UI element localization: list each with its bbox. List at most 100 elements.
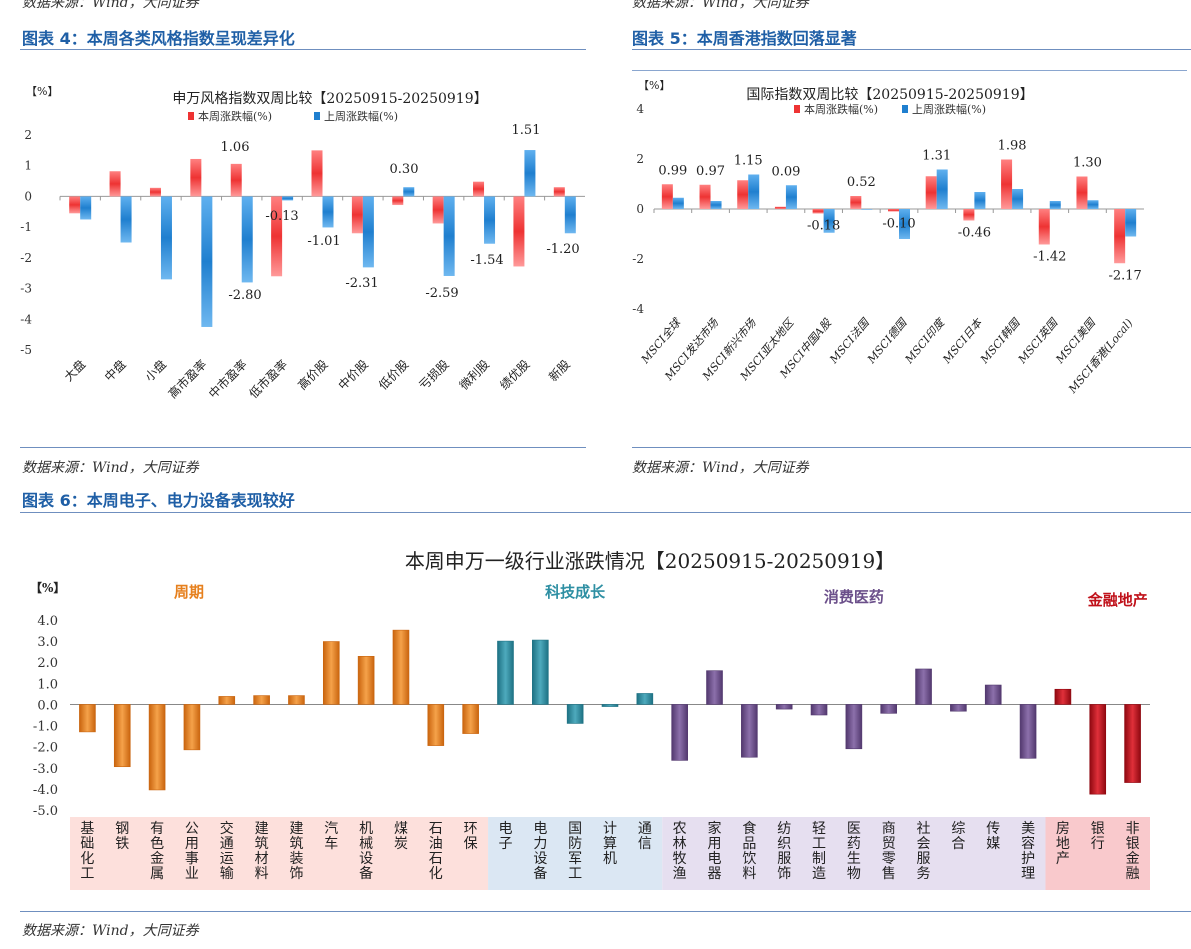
x-category-label: 亏损股 <box>416 357 451 392</box>
data-label: -0.10 <box>882 217 915 232</box>
industry-chart: 本周申万一级行业涨跌情况【20250915-20250919】【%】 -5.0 -4… <box>30 549 1150 890</box>
y-tick-label: -4.0 <box>33 783 58 798</box>
industry-bar <box>984 684 1002 705</box>
x-category-label: 煤炭 <box>394 821 408 852</box>
bar-last-week <box>823 209 835 233</box>
industry-bar <box>1089 704 1107 795</box>
data-label: 1.06 <box>221 140 250 155</box>
x-category-label: 医药生物 <box>847 821 861 882</box>
x-category-label: 传媒 <box>986 821 1000 852</box>
x-category-label: 建筑装饰 <box>289 821 303 882</box>
bar-this-week <box>230 163 242 197</box>
bar-this-week <box>69 196 81 214</box>
chart-title: 申万风格指数双周比较【20250915-20250919】 <box>172 91 487 107</box>
x-category-label: 新股 <box>545 357 573 385</box>
data-label: 1.98 <box>998 139 1027 154</box>
industry-bar <box>322 641 340 705</box>
style-index-chart: 【%】 申万风格指数双周比较【20250915-20250919】本周涨跌幅(%)… <box>20 85 585 402</box>
x-category-label: 大盘 <box>61 357 89 385</box>
bar-this-week <box>109 171 121 197</box>
y-tick-label: -2 <box>632 252 644 266</box>
figure-4-title: 图表 4：本周各类风格指数呈现差异化 <box>22 29 295 48</box>
industry-bar <box>183 704 201 751</box>
legend-label-this-week: 本周涨跌幅(%) <box>804 102 878 116</box>
y-tick-label: -2.0 <box>33 741 58 756</box>
industry-bar <box>253 695 270 705</box>
divider-fig6-bottom <box>20 911 1191 912</box>
y-tick-label: -4 <box>632 302 644 316</box>
industry-bar <box>950 704 967 712</box>
x-category-label: 中市盈率 <box>205 357 250 402</box>
y-tick-label: 3.0 <box>37 635 58 650</box>
bar-this-week <box>963 209 975 221</box>
y-tick-label: -5 <box>20 343 32 357</box>
bar-last-week <box>710 201 722 209</box>
chart-top-border <box>632 70 1187 71</box>
industry-bar <box>775 704 793 710</box>
x-category-label: 通信 <box>638 821 652 852</box>
industry-bar <box>462 704 479 734</box>
divider-fig5-top <box>632 49 1191 50</box>
industry-bar <box>218 696 236 705</box>
x-category-label: 建筑材料 <box>255 821 269 882</box>
y-tick-label: -3.0 <box>33 762 58 777</box>
chart-title: 本周申万一级行业涨跌情况【20250915-20250919】 <box>405 549 895 573</box>
bar-last-week <box>1012 189 1024 209</box>
data-label: -0.46 <box>958 226 991 241</box>
industry-bar <box>915 668 932 705</box>
bar-last-week <box>201 196 213 327</box>
x-category-label: MSCI香港(Local) <box>1066 317 1136 397</box>
bar-last-week <box>160 196 172 280</box>
y-tick-label: -1.0 <box>33 720 58 735</box>
x-category-label: 绩优股 <box>497 357 532 392</box>
bar-this-week <box>1076 176 1088 209</box>
legend-label-this-week: 本周涨跌幅(%) <box>198 109 272 123</box>
x-category-label: 环保 <box>464 821 478 852</box>
legend-swatch-last-week <box>902 105 908 113</box>
figure-5-title: 图表 5：本周香港指数回落显著 <box>632 29 857 48</box>
x-category-label: 银行 <box>1091 821 1105 852</box>
divider-fig5-bottom <box>632 447 1191 448</box>
legend-swatch-last-week <box>314 112 320 120</box>
bar-last-week <box>524 150 536 197</box>
bar-this-week <box>1001 159 1013 209</box>
industry-bar <box>636 693 654 705</box>
data-label: -0.13 <box>265 209 298 224</box>
y-tick-label: -1 <box>20 220 32 234</box>
industry-bar <box>148 704 166 791</box>
legend-swatch-this-week <box>794 105 800 113</box>
industry-bar <box>741 704 758 758</box>
group-band-consumer <box>662 817 1046 890</box>
bar-this-week <box>553 187 565 197</box>
x-category-label: 交通运输 <box>220 820 234 882</box>
industry-bar <box>288 695 305 705</box>
bar-last-week <box>443 196 455 276</box>
y-tick-label: 1.0 <box>37 677 58 692</box>
industry-bar <box>392 629 410 705</box>
industry-bar <box>706 670 723 705</box>
data-label: -2.80 <box>228 288 261 303</box>
bar-last-week <box>282 196 294 201</box>
chart-title: 国际指数双周比较【20250915-20250919】 <box>746 87 1033 103</box>
x-category-label: 电子 <box>498 821 512 852</box>
bar-last-week <box>241 196 253 283</box>
data-label: 0.97 <box>696 164 725 179</box>
bar-last-week <box>672 197 684 209</box>
bar-last-week <box>899 209 910 239</box>
bar-last-week <box>80 196 92 220</box>
y-tick-label: 4 <box>636 102 644 116</box>
y-tick-label: -2 <box>20 251 32 265</box>
legend-label-last-week: 上周涨跌幅(%) <box>912 102 986 116</box>
bar-last-week <box>1049 201 1061 209</box>
bar-this-week <box>850 196 862 209</box>
x-category-label: 美容护理 <box>1021 821 1035 882</box>
bar-this-week <box>661 184 673 209</box>
bar-this-week <box>1114 209 1126 264</box>
data-label: 1.51 <box>512 123 541 138</box>
group-title-consumer: 消费医药 <box>824 588 884 606</box>
source-note-mid-right: 数据来源：Wind，大同证券 <box>632 460 809 476</box>
y-tick-label: -3 <box>20 282 32 296</box>
bar-last-week <box>861 209 873 210</box>
bar-last-week <box>362 196 374 268</box>
industry-bar <box>845 704 863 750</box>
